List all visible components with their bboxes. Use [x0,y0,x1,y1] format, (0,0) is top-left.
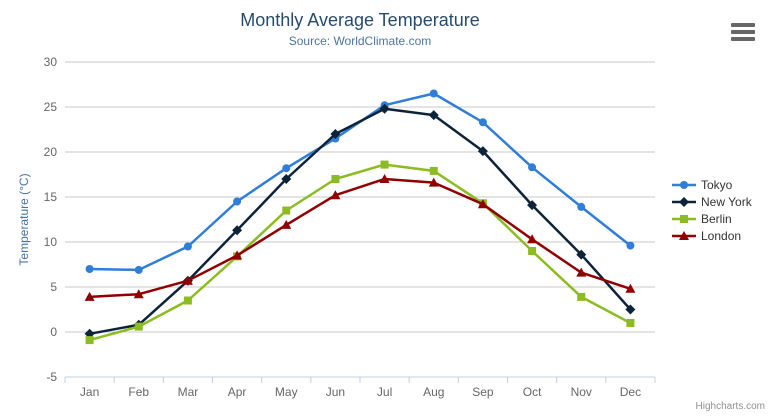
hamburger-bar [731,37,755,41]
data-point[interactable] [134,322,143,331]
x-axis-label: Dec [620,385,641,399]
data-point[interactable] [379,103,390,114]
y-axis-label: 30 [44,55,58,69]
y-axis-label: 20 [44,145,58,159]
data-point[interactable] [379,174,390,183]
series-line [88,92,632,272]
y-axis-label: 0 [50,325,57,339]
x-axis-label: Apr [228,385,247,399]
data-point[interactable] [477,199,488,209]
y-axis-label: -5 [46,370,57,384]
legend-marker-square-icon [672,214,696,223]
legend-item-new-york[interactable]: New York [672,193,752,210]
data-point[interactable] [183,296,192,305]
x-axis-label: Aug [423,385,444,399]
data-point[interactable] [380,160,389,169]
data-point[interactable] [478,118,487,127]
x-axis-label: May [275,385,298,399]
x-axis-label: Nov [571,385,592,399]
data-point[interactable] [85,336,94,345]
data-point[interactable] [428,110,439,121]
series-line [88,177,632,299]
legend-label: New York [701,194,752,209]
series-new-york [84,103,636,339]
legend-label: Berlin [701,211,732,226]
data-point[interactable] [183,242,192,251]
legend-marker-symbol[interactable] [680,180,688,189]
hamburger-bar [731,23,755,27]
data-point[interactable] [625,304,636,315]
y-axis-label: 5 [50,280,57,294]
data-point[interactable] [133,289,144,299]
y-axis-label: 10 [44,235,58,249]
data-point[interactable] [626,241,635,250]
hamburger-menu-icon[interactable] [729,21,757,43]
data-point[interactable] [330,129,341,139]
data-point[interactable] [428,177,439,187]
data-point[interactable] [233,197,242,206]
legend-marker-circle-icon [672,180,696,189]
credits-link[interactable]: Highcharts.com [695,401,765,412]
data-point[interactable] [528,163,537,172]
x-axis-label: Oct [523,385,542,399]
data-point[interactable] [429,166,438,175]
y-axis-title: Temperature (°C) [17,173,31,265]
x-axis-label: Sep [472,385,494,399]
data-point[interactable] [331,175,340,183]
x-axis-label: Jun [326,385,345,399]
data-point[interactable] [281,219,292,229]
data-point[interactable] [282,206,291,215]
chart-title: Monthly Average Temperature [240,10,480,30]
x-axis-label: Jul [377,385,392,399]
data-point[interactable] [576,249,587,260]
series-line [88,163,632,342]
series-london [84,174,636,301]
x-axis-label: Jan [80,385,99,399]
legend-marker-symbol[interactable] [679,230,689,240]
data-point[interactable] [134,265,143,274]
series-tokyo [85,89,635,274]
data-point[interactable] [232,250,243,260]
x-axis-label: Mar [178,385,199,399]
legend-marker-diamond-icon [672,196,696,207]
data-point[interactable] [625,283,636,293]
data-point[interactable] [477,146,488,157]
legend-item-tokyo[interactable]: Tokyo [672,176,752,193]
legend-label: London [701,228,742,243]
legend-item-berlin[interactable]: Berlin [672,210,752,227]
data-point[interactable] [576,267,587,277]
data-point[interactable] [429,89,438,98]
data-point[interactable] [282,164,291,173]
data-point[interactable] [626,319,635,327]
data-point[interactable] [182,275,193,285]
data-point[interactable] [330,190,341,200]
data-point[interactable] [527,200,538,211]
data-point[interactable] [528,247,537,255]
data-point[interactable] [527,234,538,244]
data-point[interactable] [232,225,243,236]
legend: Tokyo New York Berlin London [672,176,752,244]
legend-marker-triangle-icon [672,230,696,240]
legend-marker-symbol[interactable] [679,196,689,207]
y-axis-label: 25 [44,100,58,114]
x-axis-label: Feb [128,385,149,399]
y-axis-label: 15 [44,190,58,204]
legend-label: Tokyo [701,177,733,192]
legend-item-london[interactable]: London [672,227,752,244]
data-point[interactable] [84,291,95,301]
legend-marker-symbol[interactable] [680,214,688,223]
data-point[interactable] [281,174,292,184]
data-point[interactable] [577,202,586,211]
hamburger-bar [731,30,755,34]
chart-subtitle: Source: WorldClimate.com [288,34,432,48]
data-point[interactable] [577,292,586,301]
series-line [88,107,632,336]
data-point[interactable] [85,265,94,273]
